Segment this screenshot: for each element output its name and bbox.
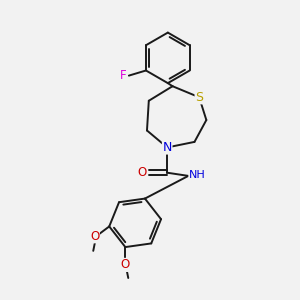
Text: S: S xyxy=(195,91,203,104)
Text: O: O xyxy=(138,166,147,179)
Text: F: F xyxy=(120,69,127,82)
Text: N: N xyxy=(163,141,172,154)
Text: O: O xyxy=(90,230,99,243)
Text: NH: NH xyxy=(189,170,206,180)
Text: O: O xyxy=(121,258,130,272)
